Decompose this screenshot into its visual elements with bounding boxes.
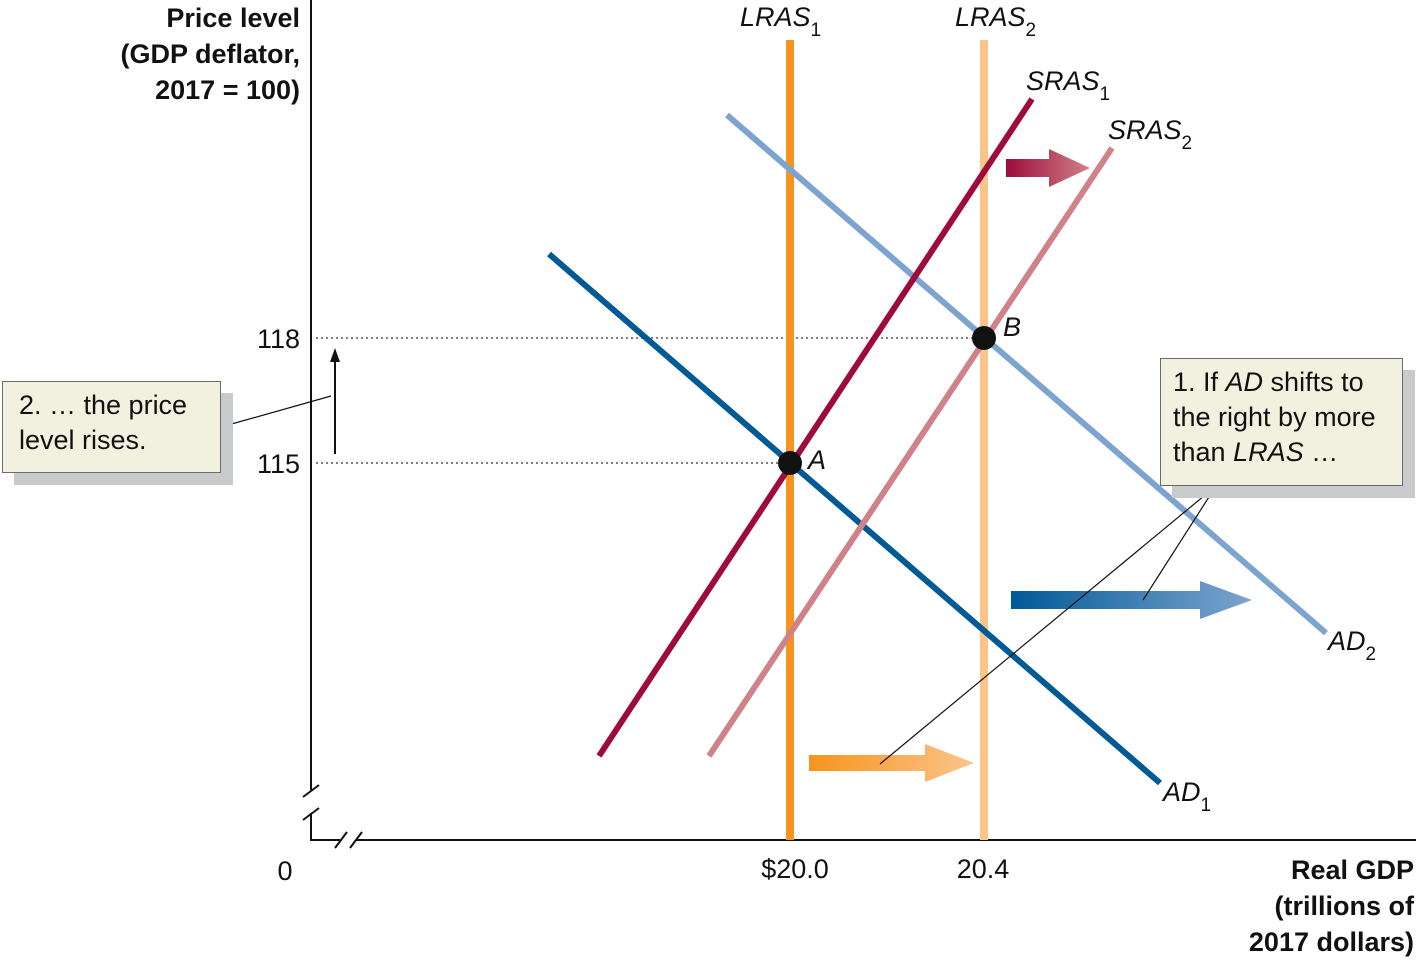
point-b-label: B — [1003, 312, 1021, 342]
sras-shift-arrow — [1006, 149, 1090, 187]
y-tick-118: 118 — [257, 324, 300, 354]
origin-label: 0 — [277, 856, 292, 886]
y-axis-title-line: 2017 = 100) — [155, 75, 300, 105]
y-axis-title-line: Price level — [166, 3, 300, 33]
lras2-label: LRAS2 — [955, 2, 1036, 41]
x-axis-title-line: 2017 dollars) — [1248, 927, 1414, 957]
leader-right-1 — [879, 485, 1217, 765]
sras1-curve — [596, 97, 1035, 758]
y-axis-break — [302, 784, 320, 821]
sras1-label: SRAS1 — [1026, 66, 1110, 105]
y-axis-title-line: (GDP deflator, — [120, 39, 300, 69]
point-a-label: A — [806, 445, 826, 475]
leader-left — [220, 395, 332, 428]
x-axis-title-line: Real GDP — [1290, 855, 1414, 885]
ad-shift-arrow — [1011, 581, 1252, 619]
x-axis-break — [334, 831, 363, 849]
callout-ad-shift: 1. If AD shifts to the right by more tha… — [1160, 358, 1403, 486]
callout-line: than LRAS … — [1173, 437, 1339, 467]
x-tick-20-0: $20.0 — [761, 854, 829, 884]
sras2-curve — [706, 146, 1115, 758]
lras1-label: LRAS1 — [740, 2, 821, 41]
x-axis-title-line: (trillions of — [1274, 891, 1414, 921]
callout-line: 1. If AD shifts to — [1173, 367, 1364, 397]
point-a — [778, 451, 802, 475]
callout-price-rise: 2. … the price level rises. — [2, 381, 221, 473]
callout-line: level rises. — [19, 425, 147, 455]
point-b — [972, 326, 996, 350]
x-axis-title: Real GDP (trillions of 2017 dollars) — [1114, 852, 1414, 960]
y-axis-title: Price level (GDP deflator, 2017 = 100) — [20, 0, 300, 108]
x-tick-20-4: 20.4 — [957, 854, 1010, 884]
ad1-label: AD1 — [1161, 777, 1211, 816]
price-rise-arrow-head — [330, 348, 340, 362]
lras-shift-arrow — [809, 744, 974, 782]
ad1-curve — [547, 251, 1162, 786]
ad2-label: AD2 — [1326, 626, 1376, 665]
ad2-curve — [725, 112, 1328, 636]
callout-line: 2. … the price — [19, 390, 188, 420]
y-tick-115: 115 — [257, 449, 300, 479]
callout-line: the right by more — [1173, 402, 1376, 432]
leader-right-2 — [1142, 485, 1217, 601]
sras2-label: SRAS2 — [1108, 115, 1192, 154]
